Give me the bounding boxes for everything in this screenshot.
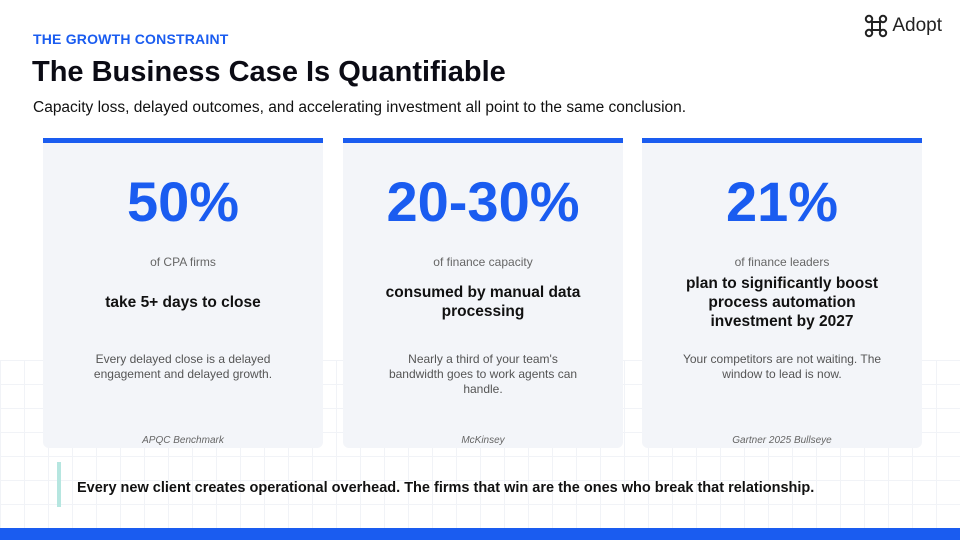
logo: Adopt [864, 14, 942, 38]
stat-value: 21% [725, 170, 839, 233]
callout: Every new client creates operational ove… [77, 480, 815, 496]
stat-statement: plan to significantly boost process auto… [685, 274, 879, 330]
stat-source: Gartner 2025 Bullseye [732, 435, 832, 446]
logo-text: Adopt [892, 15, 942, 36]
stat-source: APQC Benchmark [142, 435, 224, 446]
callout-bar [57, 462, 61, 507]
title: The Business Case Is Quantifiable [32, 56, 506, 88]
stat-statement: take 5+ days to close [105, 293, 261, 311]
footer-bar [0, 528, 960, 540]
stat-value: 50% [126, 170, 240, 233]
stat-source: McKinsey [461, 435, 505, 446]
eyebrow: THE GROWTH CONSTRAINT [33, 31, 229, 47]
stat-card: 20-30% of finance capacity consumed by man… [343, 138, 623, 448]
subtitle: Capacity loss, delayed outcomes, and acc… [33, 99, 687, 116]
stat-statement: consumed by manual data processing [385, 284, 581, 320]
stat-description: Every delayed close is a delayed engagem… [93, 352, 273, 381]
stat-description: Your competitors are not waiting. The wi… [682, 352, 882, 381]
stat-label: of finance capacity [433, 255, 533, 269]
stat-card: 50% of CPA firms take 5+ days to close Ever… [43, 138, 323, 448]
logo-icon [865, 14, 888, 38]
stat-card: 21% of finance leaders plan to significant… [642, 138, 922, 448]
stat-label: of finance leaders [734, 255, 830, 269]
stat-description: Nearly a third of your team's bandwidth … [388, 352, 578, 396]
stat-label: of CPA firms [150, 255, 216, 269]
stat-value: 20-30% [386, 170, 580, 233]
